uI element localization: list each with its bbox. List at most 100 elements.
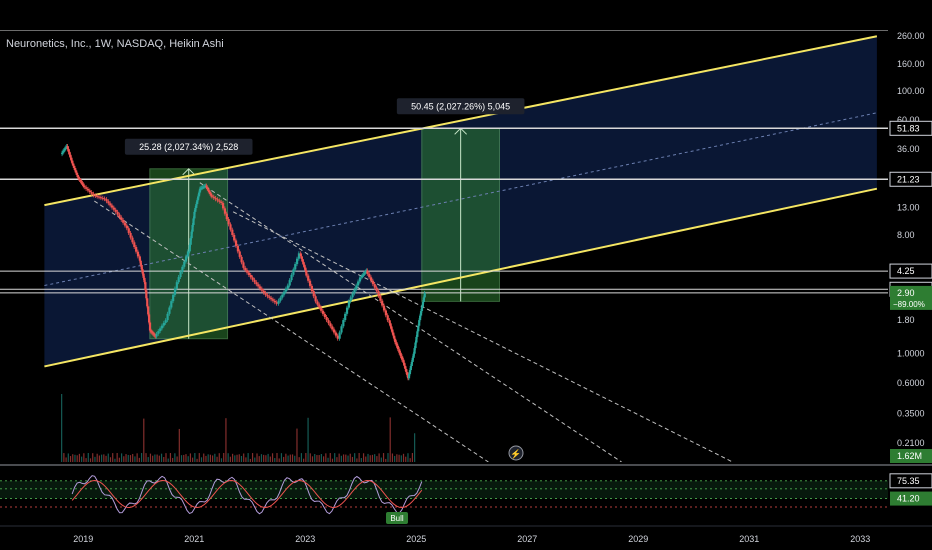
candle-body	[122, 220, 125, 223]
volume-bar	[140, 453, 143, 462]
candle-body	[419, 311, 423, 316]
candle-body	[191, 225, 194, 232]
candle-body	[175, 282, 178, 289]
dashed-trend-line-1	[199, 182, 622, 462]
volume-bar	[394, 455, 396, 462]
candle-body	[138, 256, 141, 261]
volume-bar	[303, 458, 305, 462]
candle-body	[181, 266, 184, 272]
candle-body	[422, 297, 425, 302]
candle-body	[388, 320, 391, 324]
candle-body	[349, 297, 352, 302]
volume-bar	[158, 455, 160, 462]
candle-body	[118, 214, 121, 218]
flash-icon-glyph: ⚡	[510, 448, 521, 460]
candle-body	[382, 305, 386, 311]
candle-body	[103, 198, 106, 200]
candle-body	[329, 323, 332, 327]
candle-body	[409, 365, 412, 371]
volume-bar	[283, 456, 285, 462]
candle-body	[277, 300, 280, 304]
candle-body	[125, 225, 128, 229]
candle-body	[151, 332, 154, 334]
candle-body	[238, 251, 241, 257]
volume-bar	[98, 455, 100, 462]
candle-body	[260, 288, 264, 291]
candle-body	[391, 329, 394, 333]
volume-bar	[327, 457, 329, 462]
rsi-label-bg-1	[890, 491, 932, 506]
candle-body	[371, 280, 375, 285]
candle-body	[377, 290, 380, 296]
candle-body	[223, 208, 227, 214]
candle-body	[141, 269, 144, 274]
projection-label-1: 50.45 (2,027.26%) 5,045	[411, 101, 510, 111]
candle-body	[216, 199, 219, 201]
candle-body	[327, 320, 330, 324]
candle-body	[227, 219, 230, 225]
candle-body	[197, 192, 201, 197]
candle-body	[370, 277, 373, 281]
candle-body	[136, 251, 140, 257]
candle-body	[140, 264, 143, 270]
candle-body	[79, 180, 82, 182]
rsi-line	[71, 475, 423, 515]
candle-body	[170, 301, 173, 308]
candle-body	[366, 270, 369, 274]
volume-bar	[331, 458, 334, 462]
volume-bar	[145, 453, 147, 462]
candle-body	[244, 267, 247, 271]
candle-body	[344, 313, 347, 321]
volume-bar	[247, 453, 249, 462]
candle-body	[133, 242, 136, 247]
volume-bar	[185, 454, 187, 462]
candle-body	[85, 187, 88, 189]
candle-body	[304, 267, 307, 271]
volume-bar	[125, 454, 127, 462]
candle-body	[194, 207, 197, 212]
candle-body	[159, 328, 162, 332]
candle-body	[127, 228, 130, 233]
y-tick-label: 0.2100	[897, 438, 925, 448]
volume-bar	[251, 453, 254, 462]
candle-body	[331, 326, 334, 330]
candle-body	[253, 279, 256, 283]
volume-bar	[205, 455, 207, 462]
volume-bar	[116, 453, 118, 462]
volume-bar	[376, 456, 378, 462]
candle-body	[410, 361, 413, 366]
volume-bar	[92, 453, 94, 462]
volume-bar	[152, 455, 154, 462]
candle-body	[314, 296, 317, 302]
candle-body	[358, 277, 362, 282]
volume-bar	[300, 453, 303, 462]
candle-body	[308, 280, 312, 286]
candle-body	[333, 329, 336, 333]
price-label-0: 51.83	[897, 123, 920, 133]
candle-body	[208, 190, 211, 193]
volume-bar	[269, 456, 271, 462]
candle-body	[294, 264, 297, 270]
dashed-trend-line-2	[232, 211, 733, 462]
volume-bar	[156, 454, 158, 462]
candle-body	[392, 332, 395, 336]
candle-body	[203, 186, 206, 188]
y-tick-label: 60.00	[897, 115, 920, 125]
candle-body	[186, 251, 190, 257]
volume-bar	[163, 457, 165, 462]
volume-bar	[198, 453, 200, 462]
candle-body	[189, 238, 192, 245]
volume-bar	[354, 453, 356, 462]
volume-bar	[240, 455, 243, 462]
volume-bar	[374, 454, 376, 462]
candle-body	[107, 201, 110, 204]
candle-body	[63, 148, 67, 151]
x-tick-label: 2021	[184, 534, 204, 544]
candle-body	[247, 272, 251, 275]
candle-body	[292, 269, 295, 275]
candle-body	[321, 310, 325, 314]
candle-body	[310, 285, 313, 292]
volume-bar	[334, 453, 336, 462]
candle-body	[218, 200, 221, 202]
